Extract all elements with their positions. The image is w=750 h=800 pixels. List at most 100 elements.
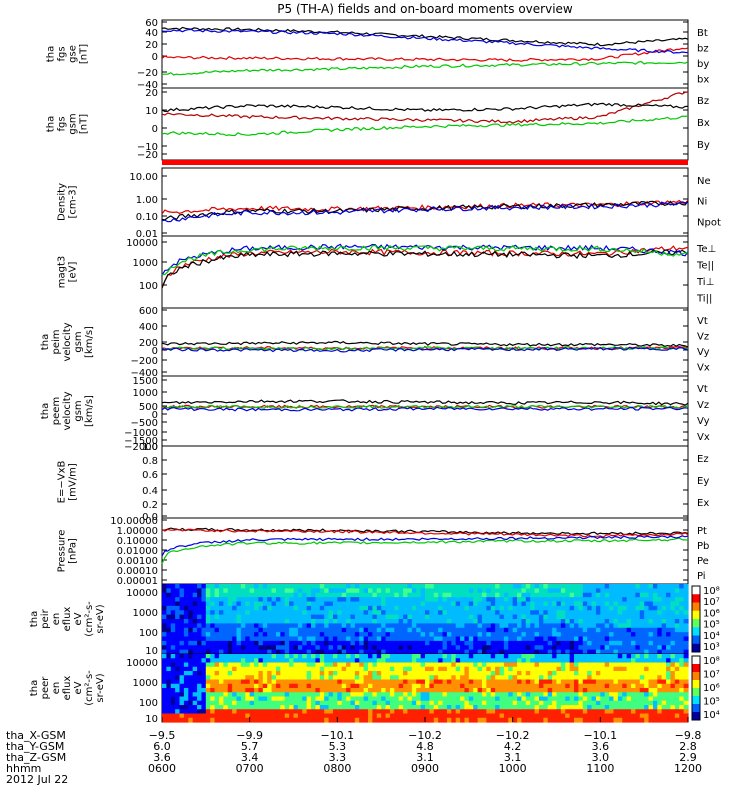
- spectrogram-cell: [210, 649, 216, 655]
- spectrogram-cell: [613, 619, 619, 624]
- spectrogram-cell: [670, 640, 676, 646]
- spectrogram-cell: [604, 709, 610, 715]
- colorbar-label: 10⁴: [703, 631, 720, 642]
- spectrogram-cell: [267, 597, 273, 603]
- spectrogram-cell: [271, 645, 277, 651]
- spectrogram-cell: [600, 584, 606, 589]
- spectrogram-cell: [556, 683, 562, 689]
- spectrogram-cell: [613, 705, 619, 710]
- spectrogram-cell: [385, 623, 391, 629]
- spectrogram-cell: [315, 640, 321, 646]
- spectrogram-cell: [368, 592, 373, 598]
- spectrogram-cell: [429, 636, 435, 642]
- spectrogram-cell: [657, 688, 663, 693]
- spectrogram-cell: [324, 692, 330, 698]
- spectrogram-cell: [416, 675, 422, 681]
- spectrogram-cell: [521, 679, 527, 685]
- spectrogram-cell: [569, 605, 575, 611]
- spectrogram-cell: [341, 601, 347, 607]
- spectrogram-cell: [644, 679, 650, 685]
- spectrogram-cell: [543, 662, 549, 668]
- spectrogram-cell: [249, 597, 255, 603]
- spectrogram-cell: [416, 696, 422, 702]
- spectrogram-cell: [530, 658, 536, 664]
- spectrogram-cell: [460, 679, 466, 685]
- spectrogram-cell: [411, 692, 417, 698]
- spectrogram-cell: [486, 709, 492, 715]
- spectrogram-cell: [341, 632, 347, 638]
- spectrogram-cell: [162, 588, 167, 594]
- spectrogram-cell: [486, 605, 492, 611]
- spectrogram-cell: [565, 683, 571, 689]
- spectrogram-cell: [679, 688, 685, 693]
- spectrogram-cell: [600, 597, 606, 603]
- spectrogram-cell: [425, 675, 430, 681]
- spectrogram-cell: [591, 623, 597, 629]
- spectrogram-cell: [389, 700, 395, 706]
- spectrogram-cell: [420, 666, 426, 672]
- spectrogram-cell: [262, 654, 268, 659]
- spectrogram-cell: [372, 709, 378, 715]
- spectrogram-cell: [262, 675, 268, 681]
- spectrogram-cell: [446, 666, 452, 672]
- spectrogram-cell: [328, 662, 334, 668]
- spectrogram-cell: [407, 696, 413, 702]
- spectrogram-cell: [657, 592, 663, 598]
- spectrogram-cell: [433, 623, 439, 629]
- panel-peer_spectrogram: 10000100010010thapeerenefluxeV(cm²-s-sr-…: [29, 653, 720, 725]
- spectrogram-cell: [670, 614, 676, 620]
- spectrogram-cell: [254, 632, 260, 638]
- spectrogram-cell: [468, 717, 474, 723]
- spectrogram-cell: [473, 588, 479, 594]
- spectrogram-cell: [552, 679, 558, 685]
- spectrogram-cell: [337, 614, 343, 620]
- spectrogram-cell: [473, 649, 479, 655]
- spectrogram-cell: [297, 671, 303, 676]
- spectrogram-cell: [438, 597, 444, 603]
- spectrogram-cell: [346, 588, 352, 594]
- spectrogram-cell: [376, 717, 382, 723]
- spectrogram-cell: [446, 713, 452, 719]
- spectrogram-cell: [258, 679, 264, 685]
- spectrogram-cell: [359, 588, 365, 594]
- spectrogram-cell: [271, 658, 277, 664]
- spectrogram-cell: [433, 700, 439, 706]
- spectrogram-cell: [175, 666, 181, 672]
- spectrogram-cell: [289, 713, 295, 719]
- spectrogram-cell: [552, 619, 558, 624]
- spectrogram-cell: [490, 640, 496, 646]
- spectrogram-cell: [280, 688, 286, 693]
- spectrogram-cell: [468, 601, 474, 607]
- spectrogram-cell: [245, 662, 251, 668]
- spectrogram-cell: [543, 671, 549, 676]
- spectrogram-cell: [262, 610, 268, 616]
- spectrogram-cell: [451, 649, 457, 655]
- spectrogram-cell: [613, 601, 619, 607]
- spectrogram-cell: [271, 627, 277, 633]
- spectrogram-cell: [214, 662, 220, 668]
- spectrogram-cell: [271, 717, 277, 723]
- spectrogram-cell: [683, 688, 689, 693]
- spectrogram-cell: [644, 614, 650, 620]
- spectrogram-cell: [363, 645, 369, 651]
- spectrogram-cell: [376, 705, 382, 710]
- spectrogram-cell: [166, 713, 172, 719]
- spectrogram-cell: [297, 610, 303, 616]
- spectrogram-cell: [455, 610, 461, 616]
- spectrogram-cell: [670, 713, 676, 719]
- spectrogram-cell: [460, 692, 466, 698]
- spectrogram-cell: [442, 610, 448, 616]
- spectrogram-cell: [433, 658, 439, 664]
- spectrogram-cell: [517, 705, 523, 710]
- footer-value: 3.1: [416, 751, 434, 764]
- spectrogram-cell: [407, 645, 413, 651]
- spectrogram-cell: [332, 645, 338, 651]
- spectrogram-cell: [262, 640, 268, 646]
- spectrogram-cell: [232, 584, 238, 589]
- spectrogram-cell: [205, 601, 211, 607]
- spectrogram-cell: [249, 592, 255, 598]
- spectrogram-cell: [201, 692, 207, 698]
- spectrogram-cell: [236, 705, 242, 710]
- spectrogram-cell: [574, 654, 580, 659]
- spectrogram-cell: [346, 671, 352, 676]
